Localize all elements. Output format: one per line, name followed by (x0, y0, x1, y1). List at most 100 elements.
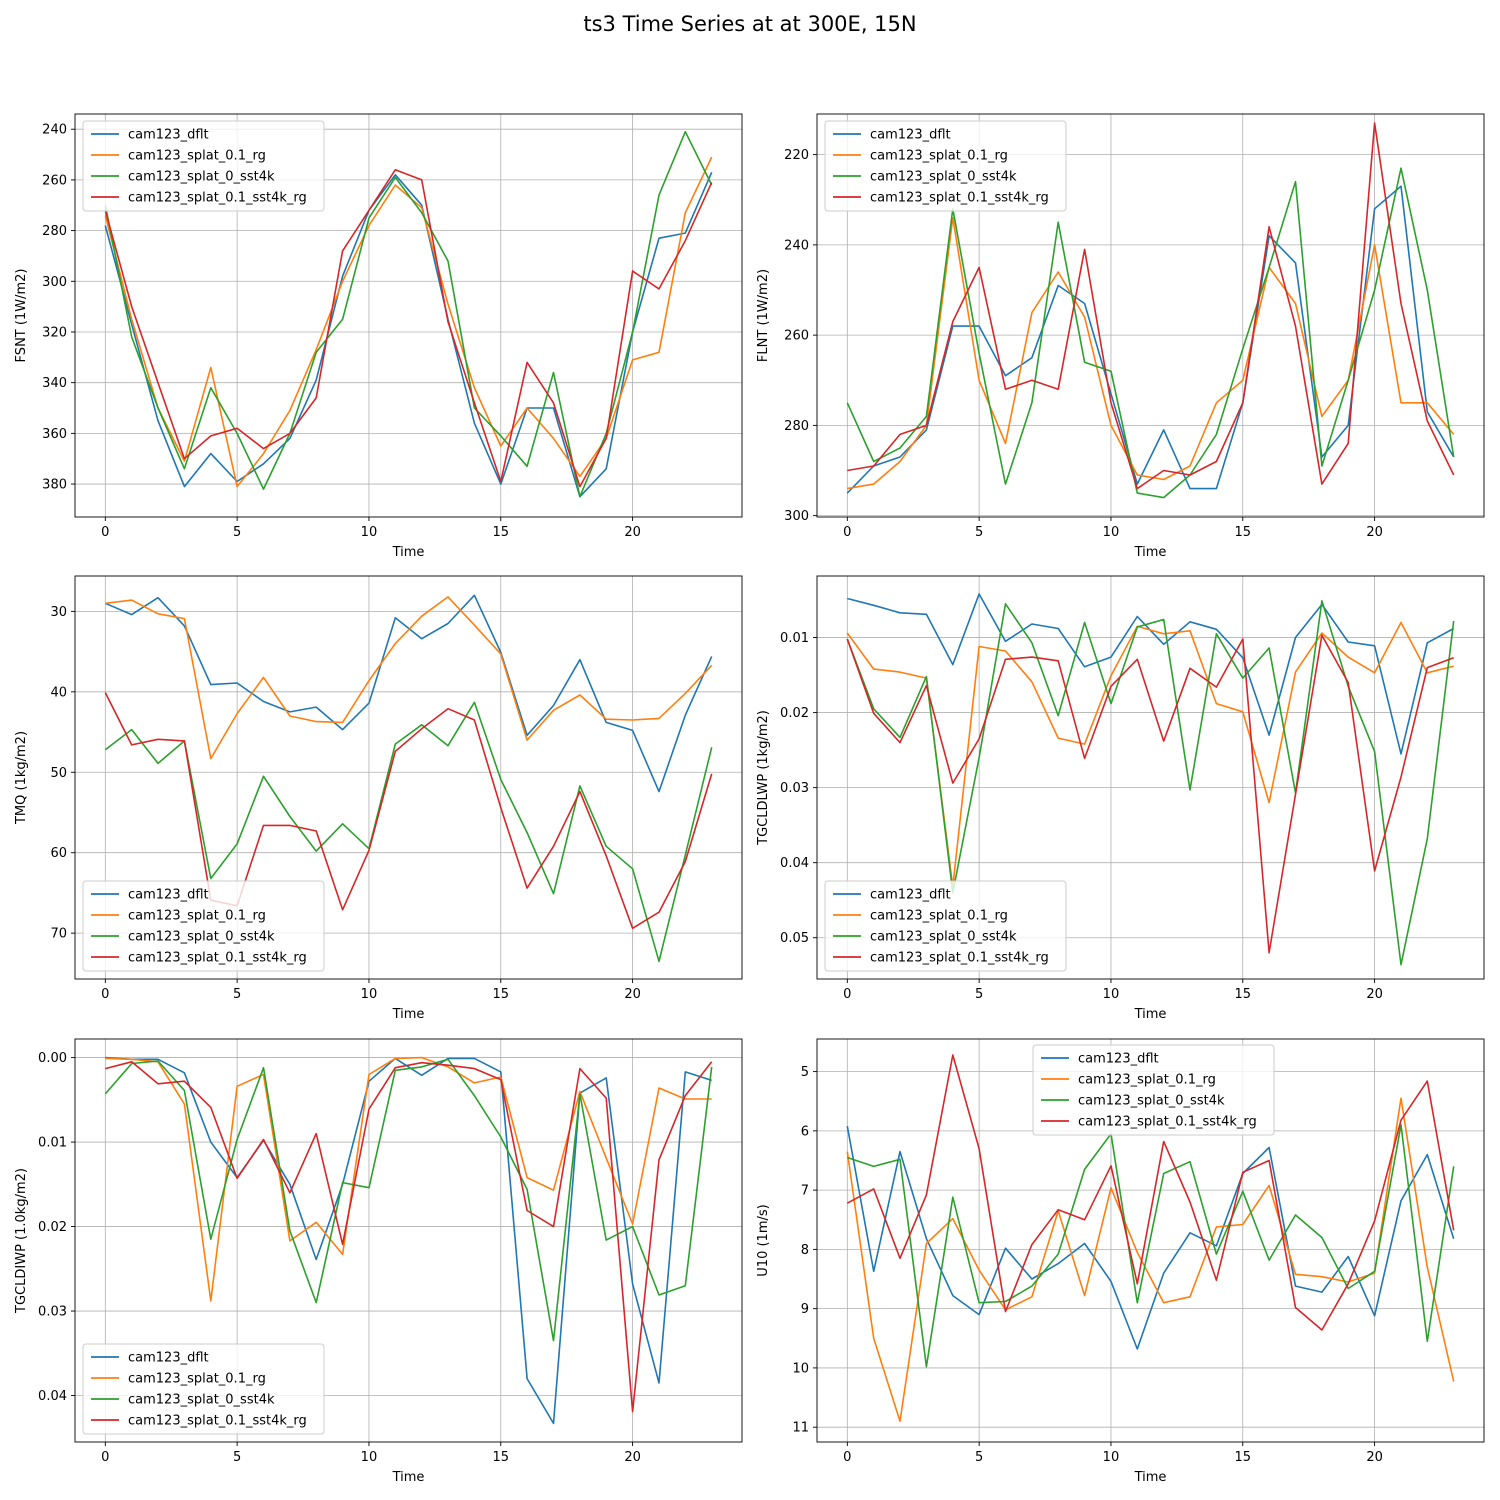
axes-frame (74, 575, 743, 980)
y-tick-label: 380 (42, 478, 67, 493)
x-axis-label: Time (1134, 1470, 1167, 1485)
x-tick-label: 10 (361, 1450, 378, 1465)
series-line-2 (846, 1097, 1455, 1423)
legend-label: cam123_splat_0_sst4k (870, 170, 1017, 185)
x-tick-label: 10 (1103, 987, 1120, 1002)
x-tick-label: 0 (843, 525, 851, 540)
legend-label: cam123_splat_0.1_rg (128, 1372, 266, 1387)
series-line-2 (105, 596, 713, 760)
y-tick-label: 280 (784, 419, 809, 434)
x-tick-label: 0 (101, 987, 109, 1002)
x-tick-label: 5 (233, 987, 241, 1002)
y-tick-label: 9 (801, 1302, 809, 1317)
legend-label: cam123_splat_0_sst4k (870, 930, 1017, 945)
series-line-2 (846, 621, 1454, 888)
x-tick-label: 5 (975, 525, 983, 540)
y-axis-label: U10 (1m/s) (756, 1204, 771, 1276)
legend-label: cam123_splat_0.1_rg (870, 149, 1008, 164)
legend: cam123_dflt cam123_splat_0.1_rg cam123_spl… (824, 120, 1067, 212)
y-tick-label: 280 (42, 224, 67, 239)
legend-label: cam123_splat_0.1_sst4k_rg (128, 1414, 307, 1429)
series-line-4 (846, 634, 1454, 954)
y-tick-label: 320 (42, 325, 67, 340)
x-tick-label: 15 (1234, 525, 1251, 540)
y-tick-label: 0.01 (780, 631, 809, 646)
axes-frame (816, 113, 1485, 518)
series-line-3 (104, 130, 713, 498)
x-tick-label: 15 (492, 987, 509, 1002)
y-tick-label: 30 (50, 605, 67, 620)
y-tick-label: 0.03 (780, 781, 809, 796)
series-line-4 (105, 1061, 713, 1413)
x-tick-label: 15 (1234, 1450, 1251, 1465)
x-tick-label: 10 (361, 987, 378, 1002)
y-tick-label: 60 (50, 846, 67, 861)
subplot-3: 0 5 10 15 20 30 40 50 60 70 Time TMQ (1kg/m2) cam123… (14, 575, 743, 1022)
series-line-1 (846, 1125, 1455, 1350)
series-line-4 (846, 1054, 1455, 1331)
y-tick-label: 0.02 (780, 706, 809, 721)
y-tick-label: 340 (42, 376, 67, 391)
x-tick-label: 5 (975, 987, 983, 1002)
y-axis-label: FSNT (1W/m2) (14, 269, 29, 363)
legend-label: cam123_dflt (870, 888, 951, 903)
legend: cam123_dflt cam123_splat_0.1_rg cam123_spl… (1032, 1044, 1275, 1136)
axes-frame (816, 575, 1485, 980)
series-line-3 (847, 1124, 1455, 1368)
x-tick-label: 20 (1366, 987, 1383, 1002)
legend-label: cam123_splat_0_sst4k (128, 1393, 275, 1408)
legend-box (82, 880, 325, 972)
x-tick-label: 20 (624, 1450, 641, 1465)
x-tick-label: 5 (233, 525, 241, 540)
series-line-4 (847, 122, 1455, 490)
series-line-1 (105, 1056, 712, 1425)
legend-label: cam123_splat_0.1_rg (128, 909, 266, 924)
series-line-4 (104, 692, 713, 930)
y-tick-label: 260 (42, 173, 67, 188)
legend-box (82, 120, 325, 212)
series-line-4 (104, 169, 713, 488)
y-tick-label: 240 (784, 238, 809, 253)
series-line-3 (104, 701, 713, 963)
legend-label: cam123_splat_0.1_sst4k_rg (1078, 1115, 1257, 1130)
legend: cam123_dflt cam123_splat_0.1_rg cam123_spl… (82, 880, 325, 972)
y-tick-label: 6 (801, 1124, 809, 1139)
legend-label: cam123_splat_0.1_sst4k_rg (870, 191, 1049, 206)
series-line-1 (104, 594, 713, 793)
legend-label: cam123_dflt (128, 1351, 209, 1366)
y-tick-label: 0.02 (38, 1220, 67, 1235)
legend-box (824, 120, 1067, 212)
legend-box (82, 1343, 325, 1435)
legend-label: cam123_dflt (870, 128, 951, 143)
x-tick-label: 5 (233, 1450, 241, 1465)
y-tick-label: 0.00 (38, 1051, 67, 1066)
x-tick-label: 10 (1103, 1450, 1120, 1465)
figure-title: ts3 Time Series at at 300E, 15N (583, 12, 917, 36)
y-tick-label: 11 (792, 1421, 809, 1436)
y-tick-label: 300 (784, 509, 809, 524)
series-line-3 (846, 599, 1455, 966)
x-axis-label: Time (392, 1007, 425, 1022)
x-tick-label: 5 (975, 1450, 983, 1465)
legend: cam123_dflt cam123_splat_0.1_rg cam123_spl… (824, 880, 1067, 972)
legend-label: cam123_splat_0.1_rg (128, 149, 266, 164)
y-tick-label: 8 (801, 1243, 809, 1258)
legend-box (824, 880, 1067, 972)
x-axis-label: Time (1134, 545, 1167, 560)
legend-label: cam123_splat_0.1_rg (870, 909, 1008, 924)
x-tick-label: 15 (492, 525, 509, 540)
legend-label: cam123_dflt (128, 128, 209, 143)
x-axis-label: Time (392, 1470, 425, 1485)
x-tick-label: 0 (843, 987, 851, 1002)
series-line-3 (104, 1058, 713, 1342)
legend-label: cam123_splat_0_sst4k (1078, 1094, 1225, 1109)
y-tick-label: 360 (42, 427, 67, 442)
subplot-2: 0 5 10 15 20 220 240 260 280 300 Time FLNT (1W/m2) c… (756, 113, 1485, 560)
y-tick-label: 7 (801, 1184, 809, 1199)
legend-box (1032, 1044, 1275, 1136)
y-axis-label: FLNT (1W/m2) (756, 269, 771, 362)
subplot-1: 0 5 10 15 20 240 260 280 300 320 340 360 380 Time FSNT… (14, 113, 743, 560)
y-axis-label: TGCLDIWP (1.0kg/m2) (14, 1168, 29, 1314)
x-tick-label: 0 (843, 1450, 851, 1465)
